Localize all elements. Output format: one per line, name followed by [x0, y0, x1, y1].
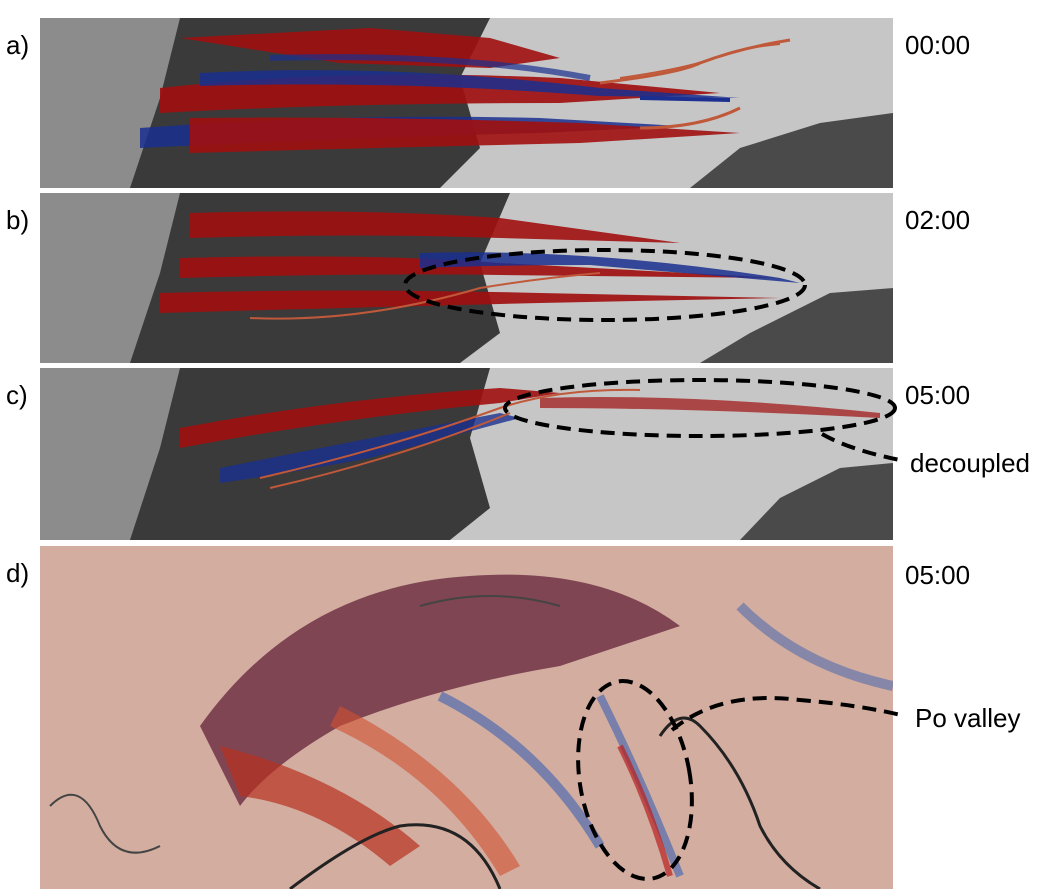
panel-b-time: 02:00	[905, 205, 971, 235]
panel-b-label: b)	[6, 205, 30, 235]
ellipse-panel-c	[503, 378, 897, 438]
panel-a-image	[40, 18, 893, 188]
panel-a-label: a)	[6, 30, 30, 60]
ellipse-po-valley	[576, 679, 694, 881]
ellipse-panel-b	[403, 248, 807, 322]
po-valley-leader	[670, 696, 906, 732]
panel-c-time: 05:00	[905, 380, 971, 410]
panel-d-image	[40, 546, 893, 889]
po-valley-annotation: Po valley	[915, 703, 1021, 733]
panel-d-label: d)	[6, 558, 30, 588]
panel-c-image	[40, 368, 893, 540]
decoupled-annotation: decoupled	[910, 448, 1030, 478]
panel-c-label: c)	[6, 380, 28, 410]
decoupled-leader	[821, 432, 901, 462]
panel-d-time: 05:00	[905, 560, 971, 590]
panel-a-time: 00:00	[905, 30, 971, 60]
panel-b-image	[40, 193, 893, 363]
